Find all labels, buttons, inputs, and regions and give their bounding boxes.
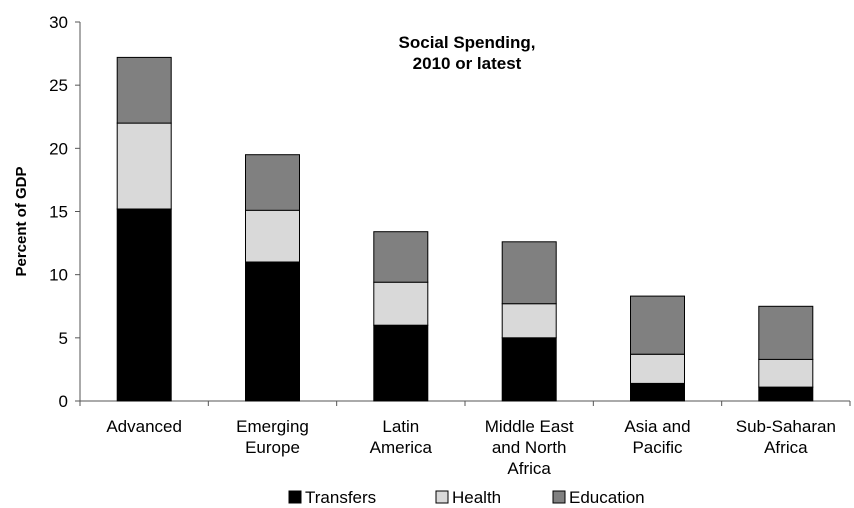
bar-transfers-3 [501, 337, 557, 402]
bar-education-4 [630, 295, 685, 355]
legend-swatch-health [435, 490, 449, 504]
bar-education-0 [116, 56, 172, 124]
y-tick-label: 20 [49, 139, 68, 158]
category-label: Asia and [624, 417, 690, 436]
y-axis-label: Percent of GDP [13, 166, 30, 276]
y-tick-label: 0 [59, 392, 68, 411]
bar-education-2 [373, 231, 429, 283]
x-axis [79, 400, 851, 406]
category-labels: Advanced Emerging Europe Latin America Middle… [106, 417, 836, 478]
category-label: Africa [764, 438, 808, 457]
category-label: Middle East [485, 417, 574, 436]
category-label: Pacific [632, 438, 683, 457]
legend-label: Health [452, 488, 501, 507]
category-label: Europe [245, 438, 300, 457]
chart-title-line: Social Spending, [399, 33, 536, 52]
chart-title: Social Spending, 2010 or latest [399, 33, 536, 73]
y-tick-label: 25 [49, 76, 68, 95]
legend: Transfers Health Education [288, 488, 645, 507]
bar-transfers-5 [758, 386, 814, 402]
legend-label: Transfers [305, 488, 376, 507]
category-label: Africa [507, 459, 551, 478]
category-label: America [370, 438, 433, 457]
legend-label: Education [569, 488, 645, 507]
legend-swatch-education [552, 490, 566, 504]
bar-health-2 [373, 281, 429, 326]
bar-health-3 [501, 303, 557, 339]
bar-education-5 [758, 305, 814, 360]
y-tick-label: 10 [49, 266, 68, 285]
bar-transfers-0 [116, 208, 172, 402]
bar-transfers-4 [630, 382, 685, 402]
bar-health-1 [245, 209, 300, 263]
y-tick-label: 5 [59, 329, 68, 348]
y-tick-label: 15 [49, 203, 68, 222]
bar-transfers-1 [245, 261, 300, 402]
legend-swatch-transfers [288, 490, 302, 504]
bars [116, 56, 814, 402]
bar-education-3 [501, 241, 557, 305]
category-label: Sub-Saharan [736, 417, 836, 436]
category-label: Emerging [236, 417, 309, 436]
bar-health-0 [116, 122, 172, 210]
category-label: Advanced [106, 417, 182, 436]
bar-health-5 [758, 358, 814, 388]
bar-education-1 [245, 154, 300, 211]
category-label: Latin [382, 417, 419, 436]
category-label: and North [492, 438, 567, 457]
y-axis: 0 5 10 15 20 25 30 [49, 13, 81, 411]
bar-transfers-2 [373, 324, 429, 402]
chart-title-line: 2010 or latest [413, 54, 522, 73]
y-tick-label: 30 [49, 13, 68, 32]
bar-health-4 [630, 353, 685, 384]
